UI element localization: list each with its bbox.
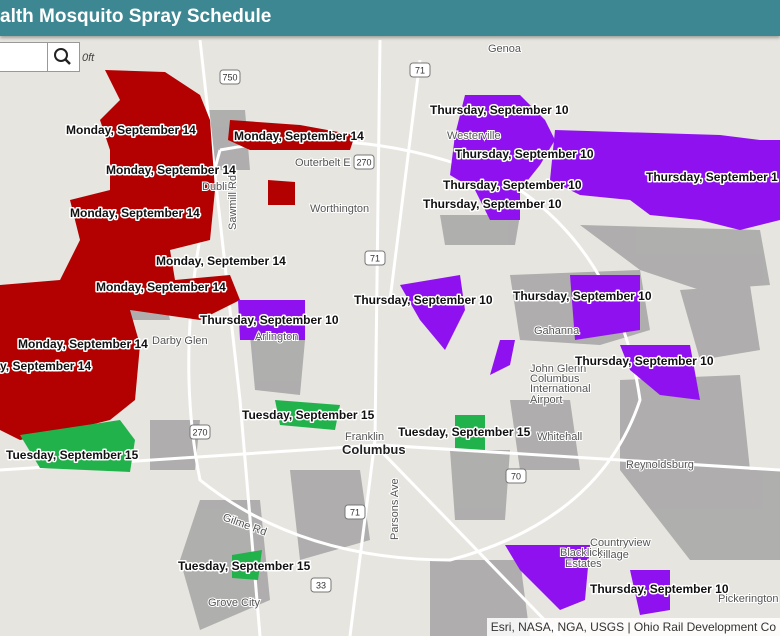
zone-label: Monday, September 14 bbox=[66, 123, 196, 137]
place-label: Reynoldsburg bbox=[626, 459, 694, 471]
shield-label: 71 bbox=[350, 507, 360, 517]
place-label: Countryview bbox=[590, 537, 651, 549]
purple-zones bbox=[238, 95, 780, 615]
zone-label: Thursday, September 10 bbox=[430, 103, 569, 117]
shield bbox=[219, 69, 241, 85]
shield bbox=[505, 468, 527, 484]
place-label: Worthington bbox=[310, 203, 369, 215]
shield bbox=[353, 154, 375, 170]
place-label: Airport bbox=[530, 394, 562, 406]
place-label: Genoa bbox=[488, 43, 522, 55]
place-label: Grove City bbox=[208, 597, 260, 609]
shield bbox=[409, 62, 431, 78]
search-input[interactable] bbox=[0, 42, 48, 72]
zone-label: Monday, September 14 bbox=[156, 254, 286, 268]
place-label: Columbus bbox=[342, 442, 406, 457]
shield bbox=[310, 577, 332, 593]
zone-label: Tuesday, September 15 bbox=[242, 408, 375, 422]
place-label: Pickerington bbox=[718, 593, 779, 605]
red-zones bbox=[0, 70, 355, 440]
shield-label: 71 bbox=[415, 65, 425, 75]
scale-bar: 0ft bbox=[82, 52, 95, 64]
place-label: Estates bbox=[565, 558, 602, 570]
search-icon bbox=[54, 48, 71, 65]
shield-label: 33 bbox=[316, 580, 326, 590]
shield-label: 270 bbox=[356, 157, 371, 167]
shield-label: 70 bbox=[511, 471, 521, 481]
shield bbox=[344, 504, 366, 520]
search-button[interactable] bbox=[47, 42, 80, 72]
zone-label: Thursday, September 10 bbox=[200, 313, 339, 327]
place-label: Dublin bbox=[202, 181, 233, 193]
place-label: Arlington bbox=[255, 331, 298, 343]
place-label: Blacklick bbox=[560, 547, 603, 559]
zone-label: Thursday, September 1 bbox=[646, 170, 778, 184]
zone-label: Tuesday, September 15 bbox=[6, 448, 139, 462]
shield-label: 750 bbox=[222, 72, 237, 82]
road-shields: 750 71 270 71 270 70 71 33 bbox=[189, 62, 527, 593]
shield-label: 270 bbox=[192, 427, 207, 437]
place-label: Westerville bbox=[447, 130, 501, 142]
zone-label: Tuesday, September 15 bbox=[398, 425, 531, 439]
zone-label: Thursday, September 10 bbox=[455, 147, 594, 161]
zone-label: Monday, September 14 bbox=[106, 163, 236, 177]
zone-label: Monday, September 14 bbox=[234, 129, 364, 143]
place-label: Darby Glen bbox=[152, 335, 208, 347]
zone-label: Thursday, September 10 bbox=[354, 293, 493, 307]
zone-label: Monday, September 14 bbox=[70, 206, 200, 220]
place-label: Franklin bbox=[345, 431, 384, 443]
green-zones bbox=[20, 400, 485, 580]
app-title: alth Mosquito Spray Schedule bbox=[0, 0, 780, 36]
zone-labels: Monday, September 14 Monday, September 14… bbox=[0, 102, 780, 598]
zone-label: Thursday, September 10 bbox=[575, 354, 714, 368]
place-label: Parsons Ave bbox=[389, 478, 401, 540]
zone-label: Monday, September 14 bbox=[96, 280, 226, 294]
shield bbox=[364, 250, 386, 266]
zone-label: Thursday, September 10 bbox=[590, 582, 729, 596]
place-label: Outerbelt E bbox=[295, 157, 351, 169]
zone-label: Thursday, September 10 bbox=[513, 289, 652, 303]
shield bbox=[189, 424, 211, 440]
shield-label: 71 bbox=[370, 253, 380, 263]
attribution: Esri, NASA, NGA, USGS | Ohio Rail Develo… bbox=[486, 618, 780, 636]
zone-label: Monday, September 14 bbox=[18, 337, 148, 351]
zone-label: Tuesday, September 15 bbox=[178, 559, 311, 573]
place-label: Columbus bbox=[530, 373, 580, 385]
zone-label: y, September 14 bbox=[0, 359, 91, 373]
zone-label: Thursday, September 10 bbox=[443, 178, 582, 192]
zone-label: Thursday, September 10 bbox=[423, 197, 562, 211]
place-labels: Genoa Westerville Outerbelt E Worthington Du… bbox=[151, 42, 780, 610]
place-label: John Glenn bbox=[530, 363, 586, 375]
place-label: Whitehall bbox=[537, 431, 582, 443]
place-label: Gahanna bbox=[534, 325, 580, 337]
place-label: Sawmill Rd bbox=[227, 175, 239, 230]
place-label: International bbox=[530, 383, 591, 395]
place-label: Village bbox=[596, 549, 629, 561]
